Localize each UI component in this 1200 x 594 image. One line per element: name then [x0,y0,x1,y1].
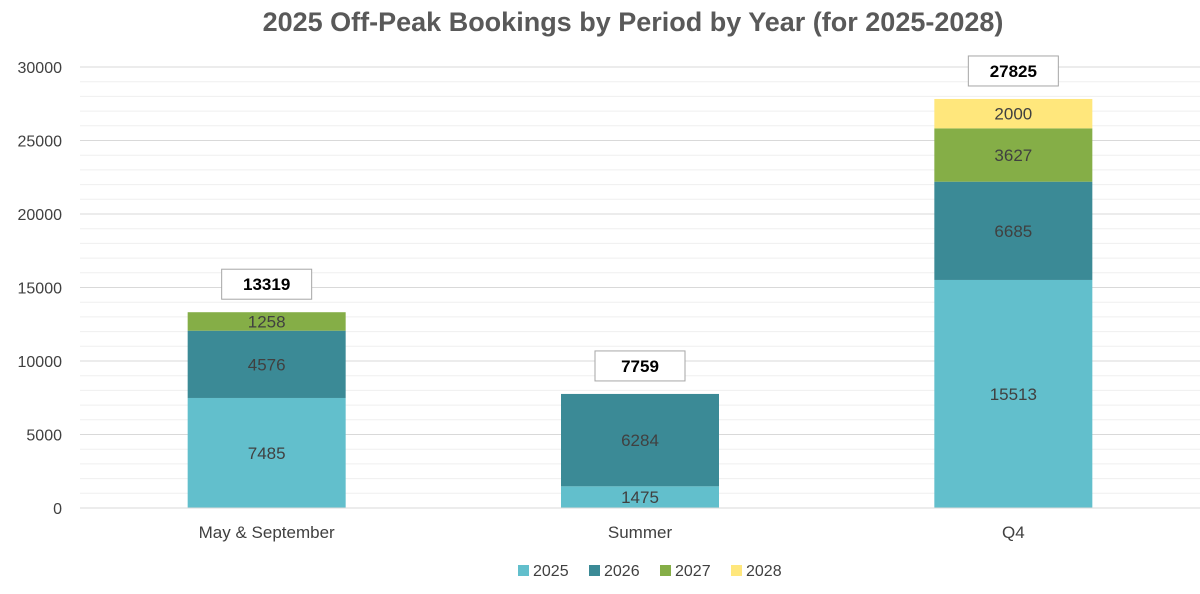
legend-label: 2027 [675,563,711,580]
bar-segment [934,128,1093,182]
bars: 7485 4576 1258 13319 1475 6284 7759 15513 6685 36… [187,55,1093,508]
y-axis: 0 5000 10000 15000 20000 25000 30000 [18,60,63,518]
segment-data-label: 3627 [994,146,1032,165]
bar-segment [187,312,346,331]
bar-segment [934,98,1093,129]
total-label-box [967,55,1059,87]
y-tick-label: 20000 [18,207,63,224]
bar-segment [187,330,346,398]
y-tick-label: 5000 [26,428,62,445]
chart-title: 2025 Off-Peak Bookings by Period by Year… [263,7,1004,37]
y-tick-label: 0 [53,501,62,518]
bar-segment [561,393,719,487]
y-tick-label: 15000 [18,281,63,298]
bar-segment [187,397,346,508]
legend-label: 2026 [604,563,640,580]
segment-data-label: 6685 [994,222,1032,241]
x-category-label: Q4 [1002,523,1025,542]
total-data-label: 27825 [990,62,1037,81]
y-tick-label: 25000 [18,134,63,151]
segment-data-label: 1475 [621,488,659,507]
x-category-label: May & September [199,523,335,542]
segment-data-label: 2000 [994,105,1032,124]
total-label-box [221,268,313,300]
x-category-label: Summer [608,523,673,542]
y-tick-label: 30000 [18,60,63,77]
y-tick-label: 10000 [18,354,63,371]
legend-swatch [589,565,600,576]
legend: 2025 2026 2027 2028 [518,563,782,580]
legend-swatch [731,565,742,576]
legend-label: 2025 [533,563,569,580]
total-data-label: 7759 [621,357,659,376]
total-label-box [594,350,686,382]
legend-swatch [518,565,529,576]
segment-data-label: 7485 [248,444,286,463]
segment-data-label: 1258 [248,312,286,331]
segment-data-label: 15513 [990,385,1037,404]
legend-label: 2028 [746,563,782,580]
segment-data-label: 4576 [248,355,286,374]
legend-swatch [660,565,671,576]
segment-data-label: 6284 [621,431,659,450]
bar-segment [934,181,1093,280]
total-data-label: 13319 [243,275,290,294]
bar-segment [561,486,719,508]
bar-segment [934,279,1093,508]
x-axis: May & September Summer Q4 [80,507,1200,542]
